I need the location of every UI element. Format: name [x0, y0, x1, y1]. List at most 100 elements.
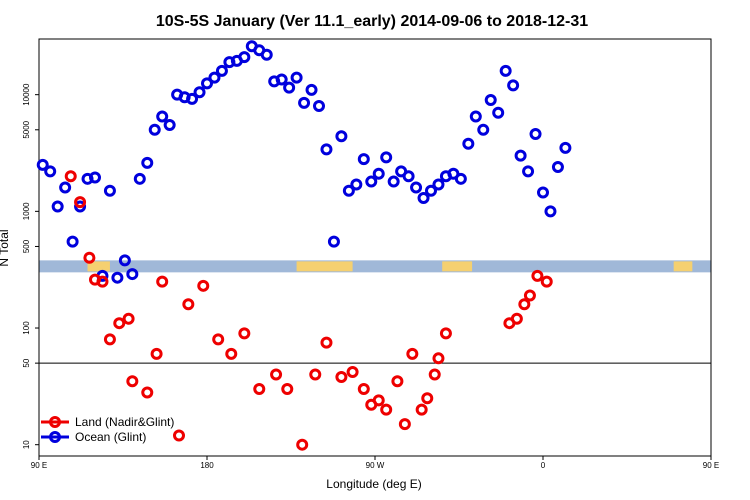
land-point-11 — [156, 275, 169, 288]
land-point-41 — [523, 289, 536, 302]
ocean-point-43 — [357, 153, 370, 166]
land-point-9 — [141, 386, 154, 399]
ocean-point-51 — [417, 192, 430, 205]
land-band-2 — [442, 261, 473, 272]
ocean-point-57 — [462, 137, 475, 150]
plot-frame — [38, 38, 712, 457]
ocean-point-20 — [186, 92, 199, 105]
legend-ocean-label: Ocean (Glint) — [75, 430, 146, 444]
land-point-5 — [103, 333, 116, 346]
land-point-30 — [391, 375, 404, 388]
land-point-20 — [281, 383, 294, 396]
land-point-35 — [428, 368, 441, 381]
ocean-point-70 — [559, 141, 572, 154]
legend-land-marker — [49, 416, 61, 428]
land-point-16 — [225, 347, 238, 360]
legend-ocean-marker — [49, 431, 61, 443]
land-point-17 — [238, 327, 251, 340]
ocean-point-30 — [260, 48, 273, 61]
ocean-point-38 — [320, 143, 333, 156]
y-tick-label-5: 5000 — [22, 120, 31, 138]
land-point-42 — [531, 269, 544, 282]
ocean-point-32 — [275, 73, 288, 86]
ocean-point-7 — [89, 171, 101, 184]
land-point-40 — [518, 298, 531, 311]
land-point-2 — [83, 251, 96, 264]
y-tick-label-3: 500 — [22, 239, 31, 253]
x-tick-label-4: 90 E — [703, 461, 719, 470]
ocean-point-24 — [215, 64, 228, 77]
ocean-point-56 — [454, 172, 467, 185]
land-point-8 — [126, 375, 139, 388]
ocean-point-17 — [163, 118, 176, 131]
ocean-point-34 — [290, 71, 303, 84]
ocean-point-36 — [305, 83, 318, 96]
land-point-13 — [182, 298, 195, 311]
land-point-23 — [320, 336, 333, 349]
ocean-point-2 — [51, 200, 64, 213]
ocean-point-60 — [484, 94, 497, 107]
land-point-0 — [64, 170, 77, 183]
ocean-point-39 — [327, 235, 340, 248]
ocean-point-33 — [283, 81, 296, 94]
chart-title: 10S-5S January (Ver 11.1_early) 2014-09-… — [156, 13, 588, 30]
ocean-point-64 — [514, 149, 527, 162]
x-axis-label: Longitude (deg E) — [326, 477, 421, 491]
ocean-point-1 — [44, 165, 57, 178]
ocean-point-13 — [133, 172, 146, 185]
ocean-point-21 — [193, 86, 206, 99]
land-point-31 — [398, 418, 411, 431]
ocean-point-12 — [126, 268, 139, 281]
land-point-25 — [346, 365, 359, 378]
land-point-10 — [150, 347, 163, 360]
ocean-point-14 — [141, 156, 154, 169]
land-point-19 — [270, 368, 283, 381]
y-axis-ticks: 10 50 100 500 1000 5000 10000 — [22, 83, 39, 449]
land-point-21 — [296, 438, 309, 451]
ocean-point-59 — [477, 123, 490, 136]
y-tick-label-4: 1000 — [22, 202, 31, 220]
x-tick-label-3: 0 — [541, 461, 546, 470]
x-tick-label-1: 180 — [200, 461, 214, 470]
ocean-point-35 — [298, 96, 311, 109]
land-point-6 — [113, 317, 126, 330]
land-point-22 — [309, 368, 322, 381]
ocean-point-63 — [507, 79, 520, 92]
land-point-33 — [415, 403, 428, 416]
ocean-point-68 — [544, 205, 557, 218]
ocean-point-62 — [499, 64, 512, 77]
ocean-point-16 — [156, 110, 169, 123]
ocean-point-44 — [365, 175, 378, 188]
ocean-point-58 — [469, 110, 482, 123]
land-point-24 — [335, 371, 348, 384]
ocean-point-52 — [425, 184, 437, 197]
land-band-0 — [87, 261, 110, 272]
legend-land-label: Land (Nadir&Glint) — [75, 415, 174, 429]
x-tick-label-2: 90 W — [366, 461, 385, 470]
land-point-1 — [74, 196, 87, 209]
legend: Land (Nadir&Glint) Ocean (Glint) — [41, 415, 174, 444]
ocean-point-27 — [238, 51, 251, 64]
ocean-series — [36, 40, 572, 284]
ocean-point-61 — [492, 106, 505, 119]
y-tick-label-2: 100 — [22, 321, 31, 335]
ocean-point-40 — [335, 130, 348, 143]
land-point-43 — [540, 275, 553, 288]
ocean-point-23 — [208, 71, 221, 84]
ocean-point-22 — [201, 77, 213, 90]
land-point-14 — [197, 279, 210, 292]
ocean-point-66 — [529, 128, 542, 141]
land-point-32 — [406, 347, 419, 360]
land-series — [64, 170, 553, 451]
land-point-26 — [357, 383, 370, 396]
land-band-1 — [296, 261, 353, 272]
land-point-4 — [96, 275, 109, 288]
y-tick-label-0: 10 — [22, 440, 31, 449]
land-point-28 — [372, 394, 385, 407]
x-axis-ticks: 90 E 180 90 W 0 90 E — [31, 456, 719, 470]
ocean-point-67 — [537, 186, 549, 199]
axes — [38, 38, 712, 457]
ocean-point-69 — [551, 160, 564, 173]
ocean-point-15 — [148, 123, 161, 136]
